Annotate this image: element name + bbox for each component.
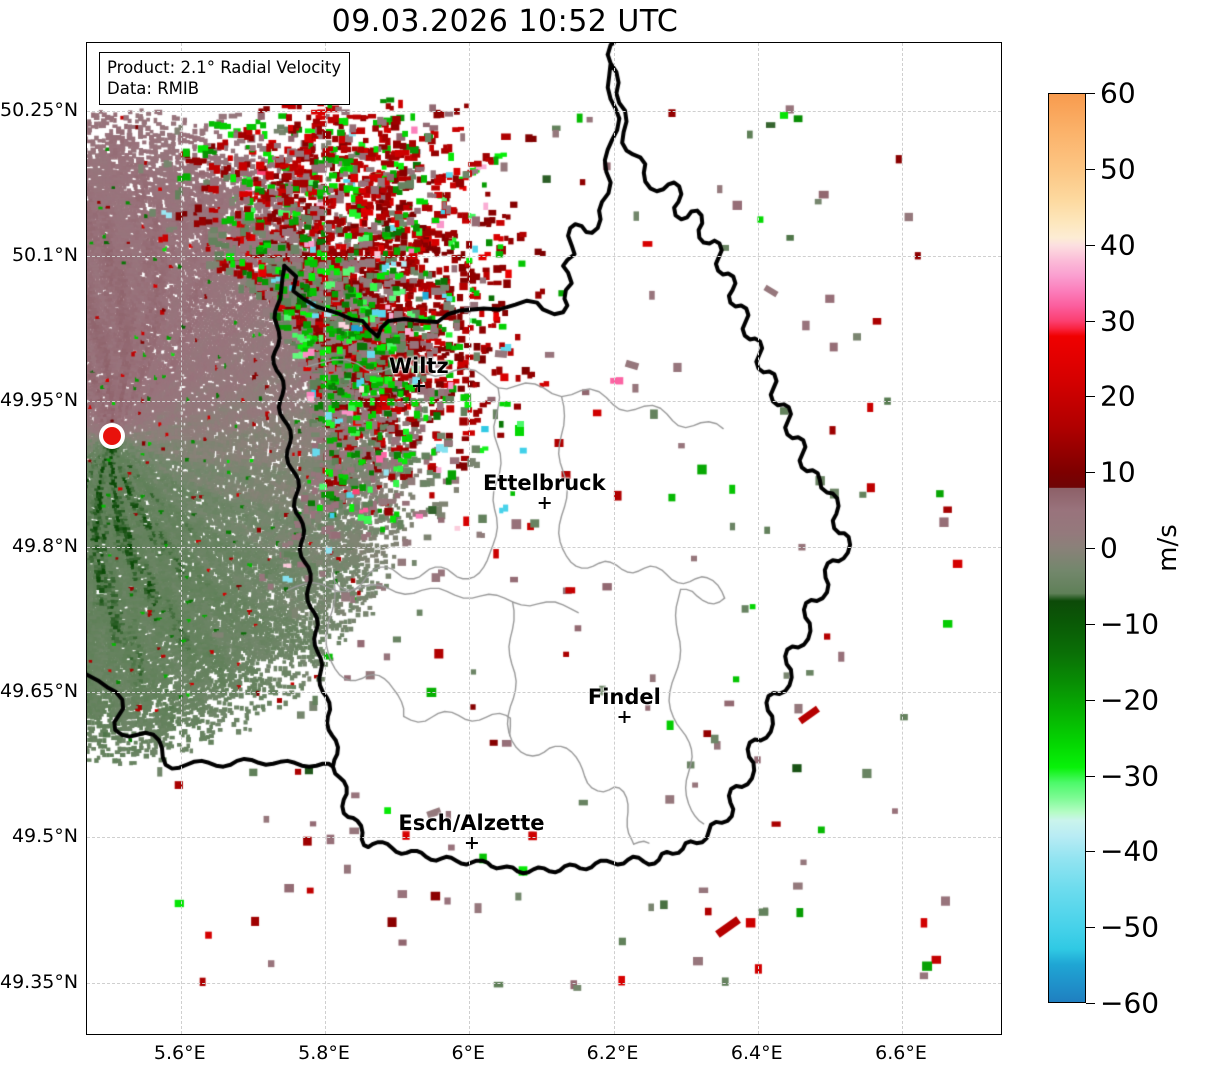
colorbar-tick xyxy=(1086,851,1095,853)
city-marker-esch-alzette: Esch/Alzette xyxy=(398,811,545,850)
city-label: Findel xyxy=(587,685,661,710)
gridline-vertical xyxy=(757,43,759,1034)
x-axis-tick-label: 6°E xyxy=(451,1042,486,1064)
gridline-horizontal xyxy=(87,110,1001,112)
colorbar-tick-label: −10 xyxy=(1100,607,1160,641)
x-axis-tick-label: 6.6°E xyxy=(875,1042,927,1064)
colorbar-tick-label: −30 xyxy=(1100,759,1160,792)
page-title: 09.03.2026 10:52 UTC xyxy=(331,4,679,39)
city-label: Ettelbruck xyxy=(482,471,606,496)
colorbar-tick-label: 60 xyxy=(1100,76,1136,110)
y-axis-tick-label: 49.8°N xyxy=(11,534,78,557)
gridline-horizontal xyxy=(87,837,1001,839)
gridline-vertical xyxy=(613,43,615,1034)
colorbar-tick-label: 40 xyxy=(1100,228,1136,262)
colorbar-tick-label: −60 xyxy=(1100,986,1160,1020)
colorbar-tick-label: 30 xyxy=(1100,304,1136,337)
colorbar-tick xyxy=(1086,168,1095,170)
city-label: Wiltz xyxy=(388,354,449,378)
colorbar-tick-label: 0 xyxy=(1100,531,1118,565)
radar-plot-inner: Wiltz Ettelbruck Findel Esch/Alzette Produc… xyxy=(87,43,1001,1034)
radar-site-dot xyxy=(102,427,121,446)
y-axis-tick-label: 49.95°N xyxy=(0,389,79,412)
colorbar-tick xyxy=(1086,93,1095,94)
radar-site-marker xyxy=(98,423,125,450)
gridline-horizontal xyxy=(87,401,1001,403)
colorbar-tick xyxy=(1086,775,1095,777)
gridline-horizontal xyxy=(87,982,1001,984)
gridline-horizontal xyxy=(87,692,1001,694)
colorbar-gradient xyxy=(1049,94,1085,1002)
city-marker-wiltz: Wiltz xyxy=(389,354,449,393)
x-axis-tick-label: 6.2°E xyxy=(586,1042,639,1064)
x-axis-tick-label: 5.8°E xyxy=(298,1042,350,1064)
x-axis-tick-label: 6.4°E xyxy=(730,1042,783,1064)
city-cross-icon xyxy=(537,496,551,510)
colorbar-tick-label: 50 xyxy=(1100,152,1136,186)
city-cross-icon xyxy=(617,710,631,724)
colorbar-unit-label: m/s xyxy=(1153,524,1183,572)
product-info-box: Product: 2.1° Radial Velocity Data: RMIB xyxy=(99,52,351,105)
gridline-horizontal xyxy=(87,256,1001,258)
gridline-vertical xyxy=(469,43,471,1034)
geography-layer xyxy=(87,43,1001,1034)
x-axis-tick-label: 5.6°E xyxy=(153,1042,206,1064)
data-line: Data: RMIB xyxy=(107,79,200,98)
city-label: Esch/Alzette xyxy=(398,811,545,836)
colorbar-tick xyxy=(1086,396,1095,398)
colorbar-tick xyxy=(1086,699,1095,701)
city-cross-icon xyxy=(464,836,478,850)
colorbar-tick-label: 20 xyxy=(1100,379,1136,413)
gridline-vertical xyxy=(180,43,182,1034)
gridline-horizontal xyxy=(87,546,1001,548)
colorbar-tick-label: −20 xyxy=(1100,683,1160,717)
y-axis-tick-label: 49.35°N xyxy=(0,970,79,993)
city-marker-ettelbruck: Ettelbruck xyxy=(483,471,606,510)
colorbar-tick-label: −50 xyxy=(1100,910,1160,944)
y-axis-tick-label: 50.25°N xyxy=(0,98,79,121)
y-axis-tick-label: 49.5°N xyxy=(11,825,78,848)
colorbar-tick xyxy=(1086,472,1095,474)
colorbar-tick-label: 10 xyxy=(1100,455,1136,489)
gridline-vertical xyxy=(902,43,904,1034)
colorbar-tick-label: −40 xyxy=(1100,834,1160,868)
y-axis-tick-label: 50.1°N xyxy=(11,244,78,267)
colorbar-tick xyxy=(1086,244,1095,246)
radar-plot-area[interactable]: Wiltz Ettelbruck Findel Esch/Alzette Produc… xyxy=(86,42,1002,1035)
city-marker-findel: Findel xyxy=(588,685,661,724)
colorbar-tick xyxy=(1086,927,1095,929)
city-cross-icon xyxy=(412,379,426,393)
colorbar-tick xyxy=(1086,320,1095,322)
colorbar-tick xyxy=(1086,548,1095,549)
colorbar[interactable] xyxy=(1048,93,1086,1003)
colorbar-tick xyxy=(1086,1003,1095,1004)
product-line: Product: 2.1° Radial Velocity xyxy=(107,58,342,77)
colorbar-tick xyxy=(1086,623,1095,625)
y-axis-tick-label: 49.65°N xyxy=(0,680,79,703)
gridline-vertical xyxy=(325,43,327,1034)
